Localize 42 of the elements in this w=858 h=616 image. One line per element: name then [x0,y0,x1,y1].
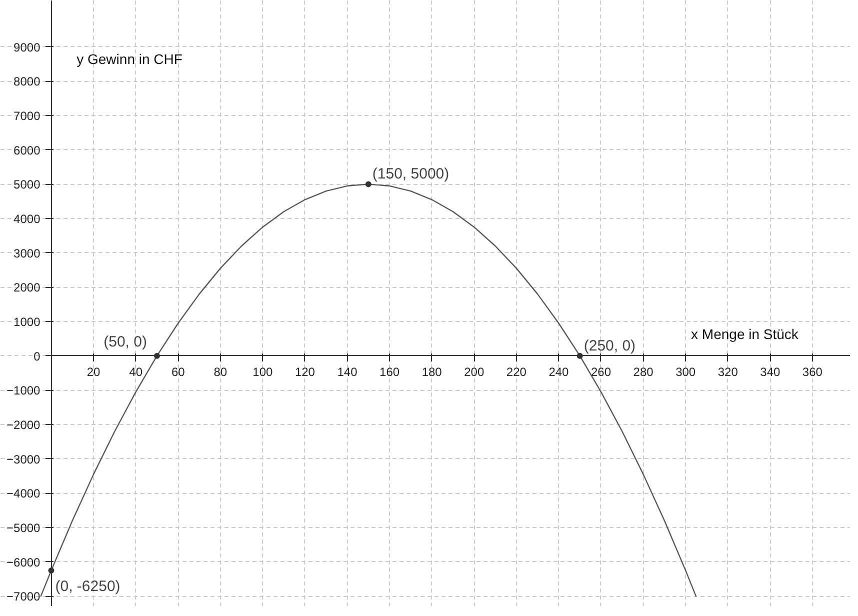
x-tick-label: 320 [718,364,738,379]
x-tick-label: 200 [464,364,484,379]
x-tick-label: 220 [506,364,527,379]
x-tick-label: 120 [294,364,316,379]
annotation: (50, 0) [104,333,147,350]
x-tick-label: 360 [802,364,823,379]
y-tick-label: −7000 [6,590,41,604]
x-tick-label: 100 [252,364,274,379]
y-tick-label: −3000 [6,452,41,466]
y-tick-label: 3000 [14,246,41,260]
x-tick-label: 260 [590,364,612,379]
y-tick-label: −6000 [6,555,41,570]
x-tick-label: 40 [129,364,143,379]
annotation: (150, 5000) [372,166,450,183]
annotation: (0, -6250) [55,578,120,595]
y-tick-label: −2000 [6,418,41,432]
x-tick-label: 60 [171,364,186,379]
x-axis-title: x Menge in Stück [691,326,800,342]
y-tick-label: 7000 [14,109,41,124]
y-tick-label: 2000 [14,280,41,295]
x-tick-label: 80 [214,364,228,379]
x-tick-label: 280 [633,364,654,379]
x-tick-label: 20 [86,364,101,379]
y-tick-label: −4000 [6,486,41,501]
x-tick-label: 300 [676,364,696,379]
y-tick-label: 5000 [14,178,41,192]
y-tick-label: 6000 [14,143,41,158]
x-tick-label: 140 [337,364,358,379]
y-tick-label: −1000 [6,384,41,398]
x-tick-label: 240 [548,364,570,379]
x-tick-label: 180 [422,364,442,379]
y-tick-label: 1000 [14,315,41,330]
point [365,181,372,188]
x-tick-label: 340 [760,364,780,379]
x-tick-label: 160 [380,364,400,379]
y-tick-label: 9000 [14,40,41,54]
annotation: (250, 0) [584,337,636,354]
y-tick-label: −5000 [6,521,41,536]
y-tick-label: 8000 [14,74,41,89]
y-tick-label: 0 [34,349,41,364]
y-tick-label: 4000 [14,212,41,226]
y-axis-title: y Gewinn in CHF [76,50,182,67]
